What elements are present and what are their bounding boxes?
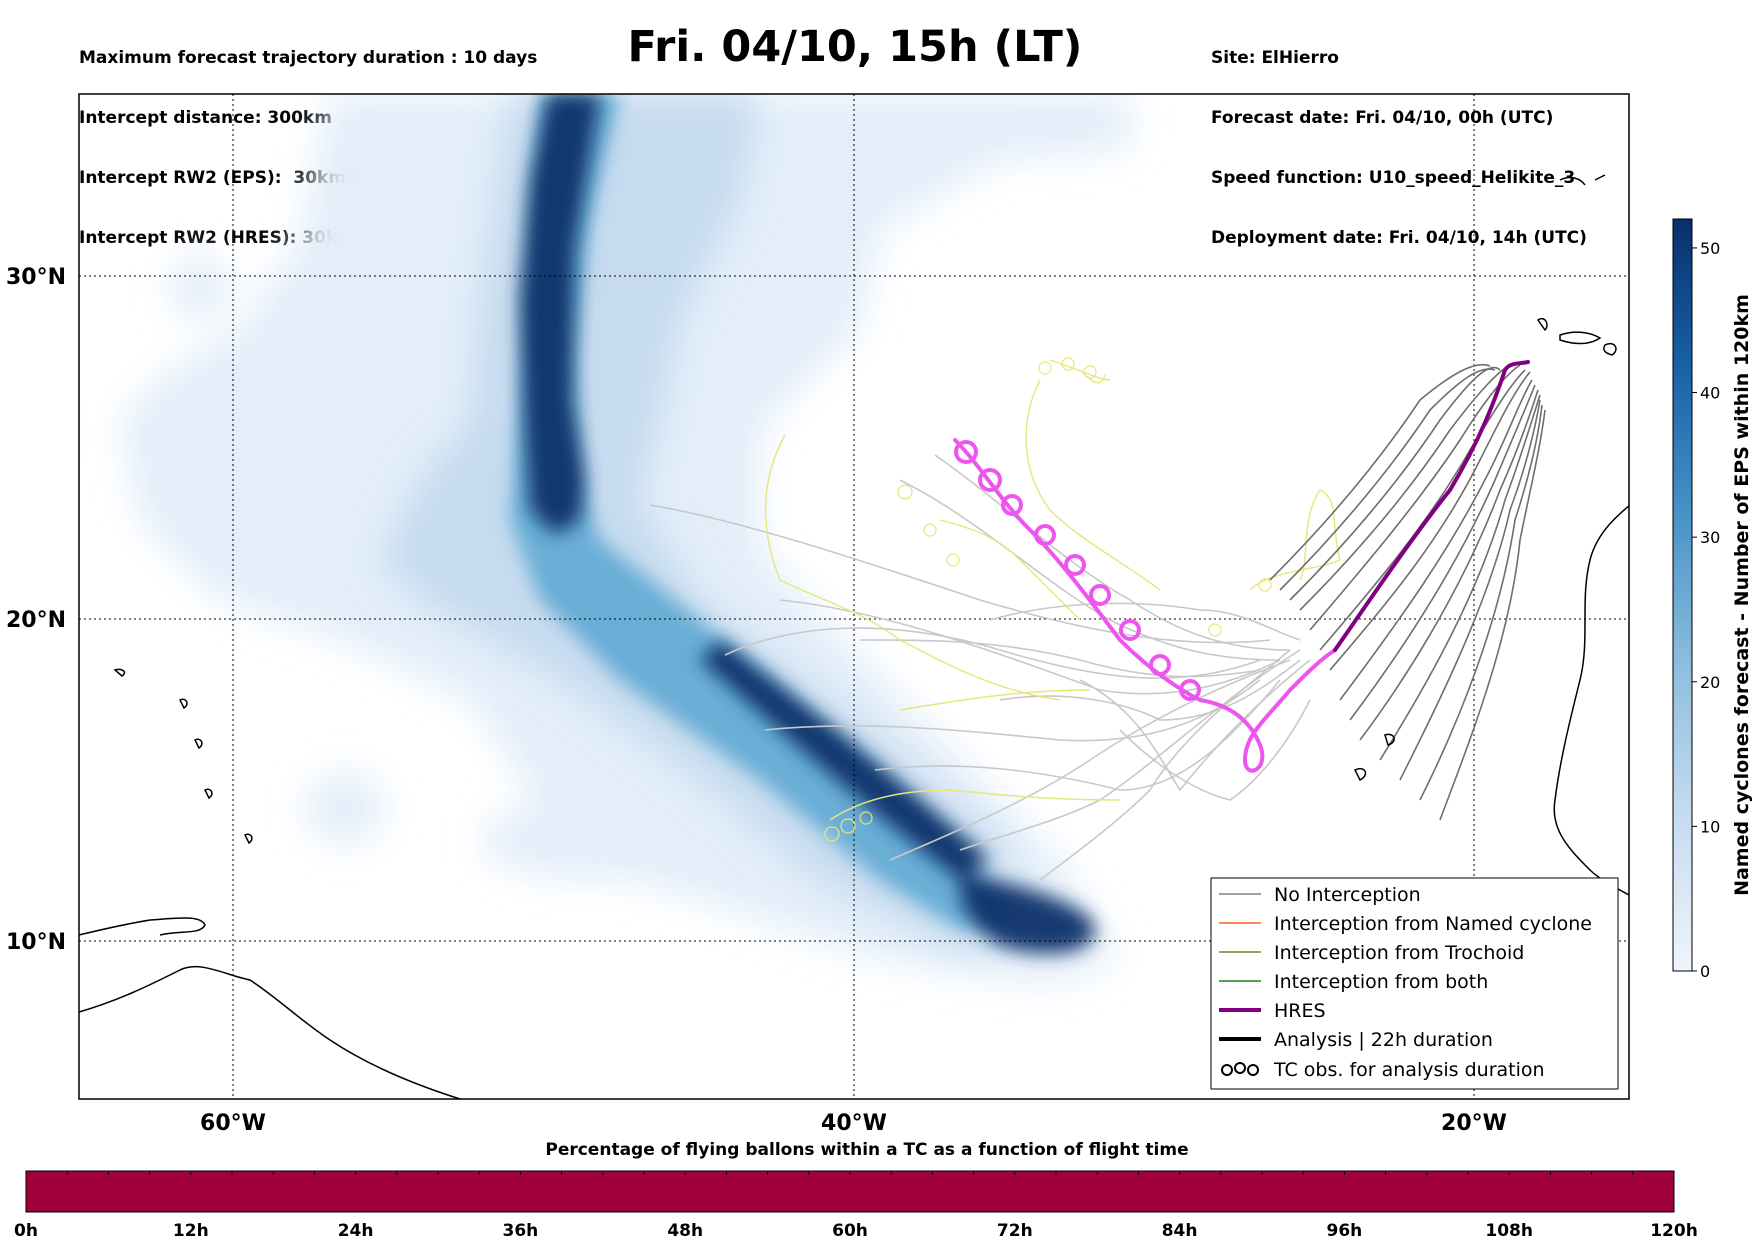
flight-time-ticks: 0h 12h 24h 36h 48h 60h 72h 84h 96h 108h 120h <box>14 1171 1698 1241</box>
lat-label: 20°N <box>6 608 66 633</box>
lat-axis-labels: 30°N 20°N 10°N <box>6 265 66 955</box>
site-parameters: Site: ElHierro Forecast date: Fri. 04/10… <box>1211 8 1587 268</box>
legend-box <box>1210 877 1619 1090</box>
colorbar-label: Named cyclones forecast - Number of EPS … <box>1731 294 1752 896</box>
flight-time-tick-label: 0h <box>14 1221 38 1241</box>
colorbar: 0 10 20 30 40 50 Named cyclones forecast - Nu… <box>1672 218 1752 981</box>
site-line: Speed function: U10_speed_Helikite_3 <box>1211 168 1576 188</box>
legend-label: No Interception <box>1274 884 1421 906</box>
hres-loops <box>954 440 1201 701</box>
trochoid-loops <box>824 357 1272 842</box>
legend-label: Interception from Trochoid <box>1274 942 1524 964</box>
legend-label: TC obs. for analysis duration <box>1273 1059 1545 1081</box>
colorbar-tick-label: 30 <box>1700 528 1720 547</box>
flight-time-fill <box>25 1170 1675 1213</box>
legend-label: HRES <box>1274 1000 1326 1022</box>
cyclone-density-field <box>120 94 1130 985</box>
colorbar-tick-label: 10 <box>1700 817 1720 836</box>
legend-label: Analysis | 22h duration <box>1274 1029 1493 1051</box>
legend-item-no-interception: No Interception <box>1219 884 1421 906</box>
map-title: Fri. 04/10, 15h (LT) <box>627 22 1083 72</box>
legend-label: Interception from Named cyclone <box>1274 913 1592 935</box>
legend-label: Interception from both <box>1274 971 1488 993</box>
param-line: Intercept distance: 300km <box>79 108 332 128</box>
param-line: Maximum forecast trajectory duration : 1… <box>79 48 538 68</box>
flight-time-tick-label: 84h <box>1162 1221 1198 1241</box>
lon-label: 20°W <box>1441 1111 1507 1136</box>
lat-label: 10°N <box>6 930 66 955</box>
eps-trajectories-light <box>649 454 1311 881</box>
flight-time-tick-label: 108h <box>1485 1221 1533 1241</box>
flight-time-tick-label: 72h <box>997 1221 1033 1241</box>
legend-item-trochoid: Interception from Trochoid <box>1219 942 1524 964</box>
flight-time-tick-label: 24h <box>338 1221 374 1241</box>
legend-item-tc-obs: TC obs. for analysis duration <box>1221 1059 1545 1081</box>
flight-time-tick-label: 12h <box>173 1221 209 1241</box>
colorbar-gradient <box>1672 218 1693 972</box>
legend-item-analysis: Analysis | 22h duration <box>1219 1029 1493 1051</box>
lon-label: 40°W <box>821 1111 887 1136</box>
flight-time-title: Percentage of flying ballons within a TC… <box>545 1140 1188 1160</box>
flight-time-tick-label: 60h <box>832 1221 868 1241</box>
flight-time-bar: Percentage of flying ballons within a TC… <box>14 1140 1698 1241</box>
map-area <box>79 94 1629 1099</box>
colorbar-tick-label: 40 <box>1700 384 1720 403</box>
colorbar-tick-label: 50 <box>1700 239 1720 258</box>
coastlines <box>79 174 1629 1099</box>
colorbar-tick-label: 0 <box>1700 962 1710 981</box>
site-line: Site: ElHierro <box>1211 48 1339 68</box>
colorbar-tick-label: 20 <box>1700 673 1720 692</box>
legend-item-named-cyclone: Interception from Named cyclone <box>1219 913 1592 935</box>
site-line: Forecast date: Fri. 04/10, 00h (UTC) <box>1211 108 1554 128</box>
flight-time-tick-label: 120h <box>1650 1221 1698 1241</box>
flight-time-tick-label: 48h <box>667 1221 703 1241</box>
trochoid-trajectories <box>764 359 1341 821</box>
flight-time-tick-label: 36h <box>503 1221 539 1241</box>
lon-label: 60°W <box>200 1111 266 1136</box>
lon-axis-labels: 60°W 40°W 20°W <box>200 1111 1507 1136</box>
legend-item-both: Interception from both <box>1219 971 1488 993</box>
flight-time-tick-label: 96h <box>1327 1221 1363 1241</box>
eps-trajectories-dark <box>1269 364 1546 821</box>
lat-label: 30°N <box>6 265 66 290</box>
site-line: Deployment date: Fri. 04/10, 14h (UTC) <box>1211 228 1587 248</box>
legend: No Interception Interception from Named … <box>1210 877 1619 1090</box>
colorbar-ticks: 0 10 20 30 40 50 <box>1692 239 1720 981</box>
legend-item-hres: HRES <box>1219 1000 1326 1022</box>
map-frame <box>78 93 1630 1100</box>
hres-trajectory <box>953 360 1530 773</box>
tc-loops-icon <box>1221 1062 1259 1076</box>
